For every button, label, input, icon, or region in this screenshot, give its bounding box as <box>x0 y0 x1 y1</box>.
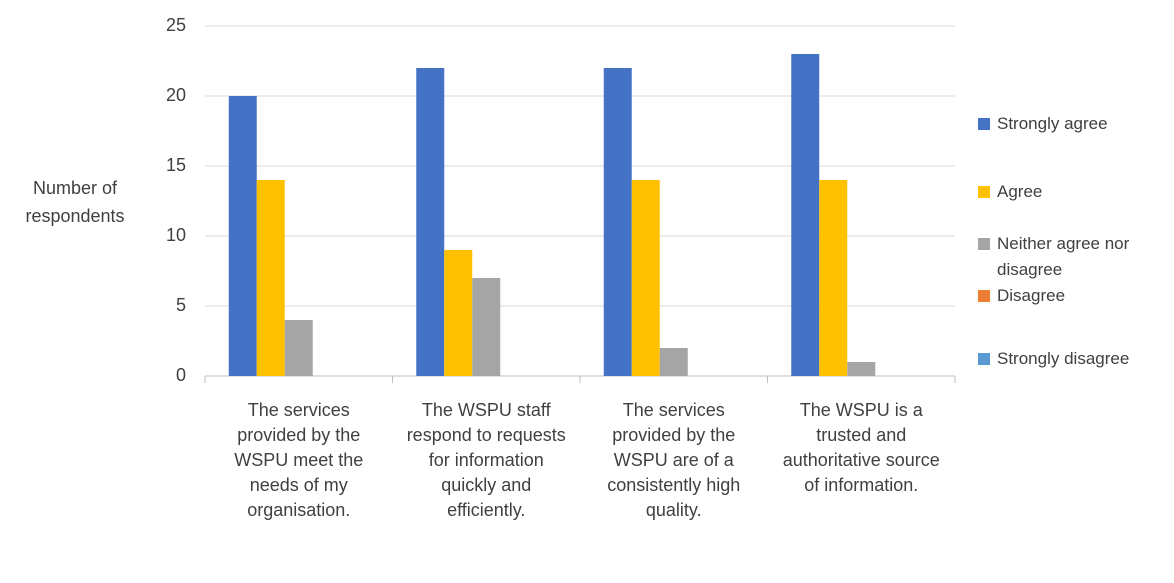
bar <box>819 180 848 376</box>
bar <box>444 250 473 376</box>
y-axis-label: Number of respondents <box>25 178 125 226</box>
y-tick-label: 10 <box>166 225 186 245</box>
bar <box>284 320 313 376</box>
legend-swatch <box>978 353 990 365</box>
bar <box>472 278 501 376</box>
legend-label: Neither agree nor disagree <box>997 234 1130 279</box>
x-tick-label: The WSPU staff respond to requests for i… <box>406 400 566 520</box>
legend-item: Disagree <box>978 283 1174 309</box>
x-tick-label: The WSPU is a trusted and authoritative … <box>782 400 940 495</box>
legend-swatch <box>978 238 990 250</box>
y-tick-label: 0 <box>176 365 186 385</box>
bar <box>256 180 285 376</box>
legend-item: Strongly agree <box>978 111 1174 137</box>
x-tick-label: The services provided by the WSPU meet t… <box>234 400 364 520</box>
legend-label: Disagree <box>997 286 1066 305</box>
bar <box>603 68 632 376</box>
legend-swatch <box>978 118 990 130</box>
bar <box>228 96 257 376</box>
y-tick-label: 20 <box>166 85 186 105</box>
legend-label: Agree <box>997 182 1043 201</box>
legend-label: Strongly disagree <box>997 349 1130 368</box>
y-tick-label: 5 <box>176 295 186 315</box>
bar <box>847 362 876 376</box>
legend-label: Strongly agree <box>997 114 1108 133</box>
legend-swatch <box>978 290 990 302</box>
y-tick-label: 15 <box>166 155 186 175</box>
x-tick-label: The services provided by the WSPU are of… <box>607 400 741 520</box>
y-tick-label: 25 <box>166 15 186 35</box>
legend-item: Strongly disagree <box>978 346 1174 372</box>
bar <box>631 180 660 376</box>
legend-swatch <box>978 186 990 198</box>
bar <box>416 68 445 376</box>
bar <box>791 54 820 376</box>
legend-item: Neither agree nor disagree <box>978 231 1174 283</box>
legend-item: Agree <box>978 179 1174 205</box>
bar <box>659 348 688 376</box>
